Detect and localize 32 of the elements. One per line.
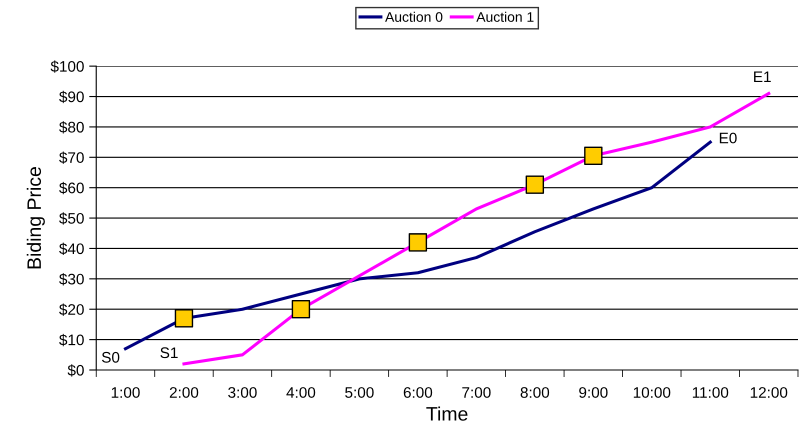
- y-tick-label: $20: [59, 303, 84, 316]
- y-tick-label: $0: [68, 364, 84, 377]
- annotation: S1: [160, 347, 178, 358]
- x-tick-label: 10:00: [634, 387, 670, 398]
- line-series: [182, 92, 770, 366]
- x-tick-label: 2:00: [170, 387, 198, 398]
- y-tick-label: $40: [59, 242, 84, 256]
- y-tick-label: $90: [59, 90, 84, 104]
- x-tick-label: 11:00: [692, 387, 728, 398]
- annotation: S0: [102, 352, 120, 363]
- legend-label: Auction 1: [476, 12, 534, 22]
- x-tick-label: 1:00: [112, 387, 140, 398]
- x-axis-title: Time: [426, 406, 468, 421]
- y-tick-label: $10: [59, 334, 84, 346]
- x-tick-label: 3:00: [228, 387, 257, 398]
- y-tick-label: $100: [50, 60, 84, 73]
- y-tick-label: $70: [59, 152, 84, 164]
- x-tick-label: 5:00: [345, 387, 374, 398]
- x-tick-label: 6:00: [404, 387, 432, 398]
- y-tick-label: $80: [59, 121, 84, 134]
- annotation: E1: [754, 71, 771, 82]
- x-tick-label: 4:00: [286, 387, 316, 398]
- legend-label: Auction 0: [385, 12, 442, 22]
- y-axis-title: Biding Price: [26, 167, 45, 268]
- y-tick-label: $50: [59, 212, 84, 225]
- x-tick-label: 12:00: [750, 387, 788, 398]
- x-tick-label: 8:00: [520, 387, 550, 398]
- y-tick-label: $60: [59, 182, 84, 194]
- x-tick-label: 9:00: [579, 387, 608, 398]
- annotation: E0: [720, 132, 737, 144]
- y-tick-label: $30: [59, 273, 84, 286]
- x-tick-label: 7:00: [462, 387, 491, 398]
